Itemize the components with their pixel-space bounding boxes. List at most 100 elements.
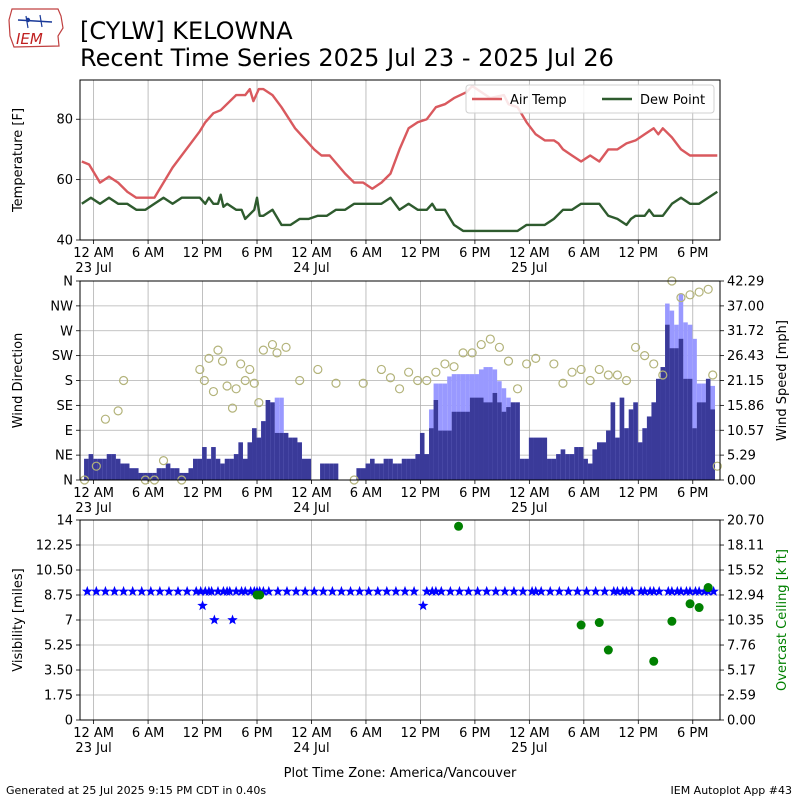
speed-bar <box>692 428 697 480</box>
speed-bar <box>188 468 194 480</box>
visibility-marker <box>381 585 393 596</box>
speed-bar <box>320 463 325 480</box>
direction-marker <box>258 345 268 355</box>
speed-bar <box>161 468 166 480</box>
speed-bar <box>478 397 484 480</box>
speed-bar <box>247 442 253 480</box>
x-tick-label: 6 AM <box>132 246 165 261</box>
x-day-label: 23 Jul <box>75 501 111 516</box>
visibility-marker <box>648 585 659 596</box>
visibility-marker <box>290 585 302 596</box>
speed-bar <box>451 411 457 480</box>
visibility-marker <box>621 585 632 596</box>
direction-marker <box>567 367 577 377</box>
speed-bar <box>279 432 284 480</box>
speed-bar <box>170 468 175 480</box>
visibility-marker <box>463 585 474 596</box>
speed-bar <box>560 449 566 480</box>
speed-bar <box>202 447 207 480</box>
direction-marker <box>549 359 559 369</box>
speed-bar <box>270 402 275 480</box>
speed-bar <box>115 458 121 480</box>
logo-text: IEM <box>16 30 43 48</box>
app-note: IEM Autoplot App #43 <box>670 784 793 797</box>
direction-marker <box>676 292 686 303</box>
visibility-marker <box>145 585 156 596</box>
visibility-marker <box>490 585 501 596</box>
direction-marker <box>249 378 259 388</box>
speed-bar <box>324 463 330 480</box>
y-tick-label: N <box>63 275 73 290</box>
speed-bar <box>256 437 262 480</box>
visibility-marker <box>91 585 102 596</box>
direction-marker <box>431 367 441 377</box>
y2-tick-label: 15.52 <box>727 564 764 579</box>
y-axis-label: Visibility [miles] <box>11 568 26 671</box>
speed-bar <box>447 430 452 480</box>
speed-bar <box>556 454 561 480</box>
speed-bar <box>565 454 570 480</box>
x-tick-label: 6 AM <box>568 486 601 501</box>
y2-tick-label: 10.57 <box>727 424 764 439</box>
visibility-marker <box>639 585 650 596</box>
plot-frame <box>79 79 721 241</box>
speed-bar <box>701 402 706 480</box>
speed-bar <box>265 400 271 480</box>
y-axis-label: Wind Direction <box>11 333 26 429</box>
x-tick-label: 6 AM <box>350 486 383 501</box>
speed-bar <box>356 468 361 480</box>
speed-bar <box>537 437 543 480</box>
direction-marker <box>208 386 219 397</box>
speed-bar <box>129 468 135 480</box>
x-day-label: 23 Jul <box>75 741 111 756</box>
visibility-marker <box>82 585 93 596</box>
direction-marker <box>199 375 209 386</box>
speed-bar <box>224 458 230 480</box>
speed-bar <box>633 402 638 480</box>
speed-bar <box>587 463 593 480</box>
speed-bar <box>288 437 293 480</box>
wind-panel: 12 AM 6 AM 12 PM 6 PM 12 AM 6 AM 12 PM 6 PM 12 A… <box>11 275 790 517</box>
visibility-marker <box>272 585 284 596</box>
x-tick-label: 6 PM <box>241 486 272 501</box>
speed-bar <box>669 348 675 480</box>
direction-marker <box>394 384 405 394</box>
x-tick-label: 6 PM <box>677 246 708 261</box>
y2-axis-label: Wind Speed [mph] <box>775 320 790 441</box>
speed-bar <box>261 421 266 480</box>
speed-bar <box>506 407 511 480</box>
visibility-marker <box>318 585 329 596</box>
ceiling-marker <box>667 616 677 626</box>
ceiling-marker <box>454 521 464 531</box>
direction-marker <box>494 342 505 352</box>
x-tick-label: 12 PM <box>183 726 223 741</box>
y2-tick-label: 20.70 <box>727 514 764 529</box>
speed-bar <box>624 428 629 480</box>
speed-bar <box>111 454 116 480</box>
speed-bar <box>501 411 507 480</box>
speed-bar <box>642 428 647 480</box>
legend-label: Dew Point <box>640 93 705 108</box>
visibility-marker <box>230 585 242 596</box>
direction-marker <box>685 290 695 300</box>
x-tick-label: 6 AM <box>568 726 601 741</box>
speed-bar <box>374 463 380 480</box>
y2-axis-label: Overcast Ceiling [k ft] <box>775 549 790 691</box>
gust-bar <box>692 338 697 480</box>
speed-bar <box>197 458 203 480</box>
y-tick-label: 1.75 <box>44 689 73 704</box>
speed-bar <box>193 458 198 480</box>
visibility-marker <box>118 585 129 596</box>
y-tick-label: 3.50 <box>44 664 73 679</box>
direction-marker <box>621 375 632 386</box>
visibility-marker <box>172 585 184 596</box>
visibility-marker <box>390 585 402 596</box>
visibility-marker <box>693 585 705 596</box>
visibility-marker <box>563 585 574 596</box>
speed-bar <box>120 463 125 480</box>
visibility-marker <box>191 585 202 596</box>
x-tick-label: 12 PM <box>401 726 441 741</box>
x-tick-label: 6 AM <box>568 246 601 261</box>
direction-marker <box>118 375 129 386</box>
